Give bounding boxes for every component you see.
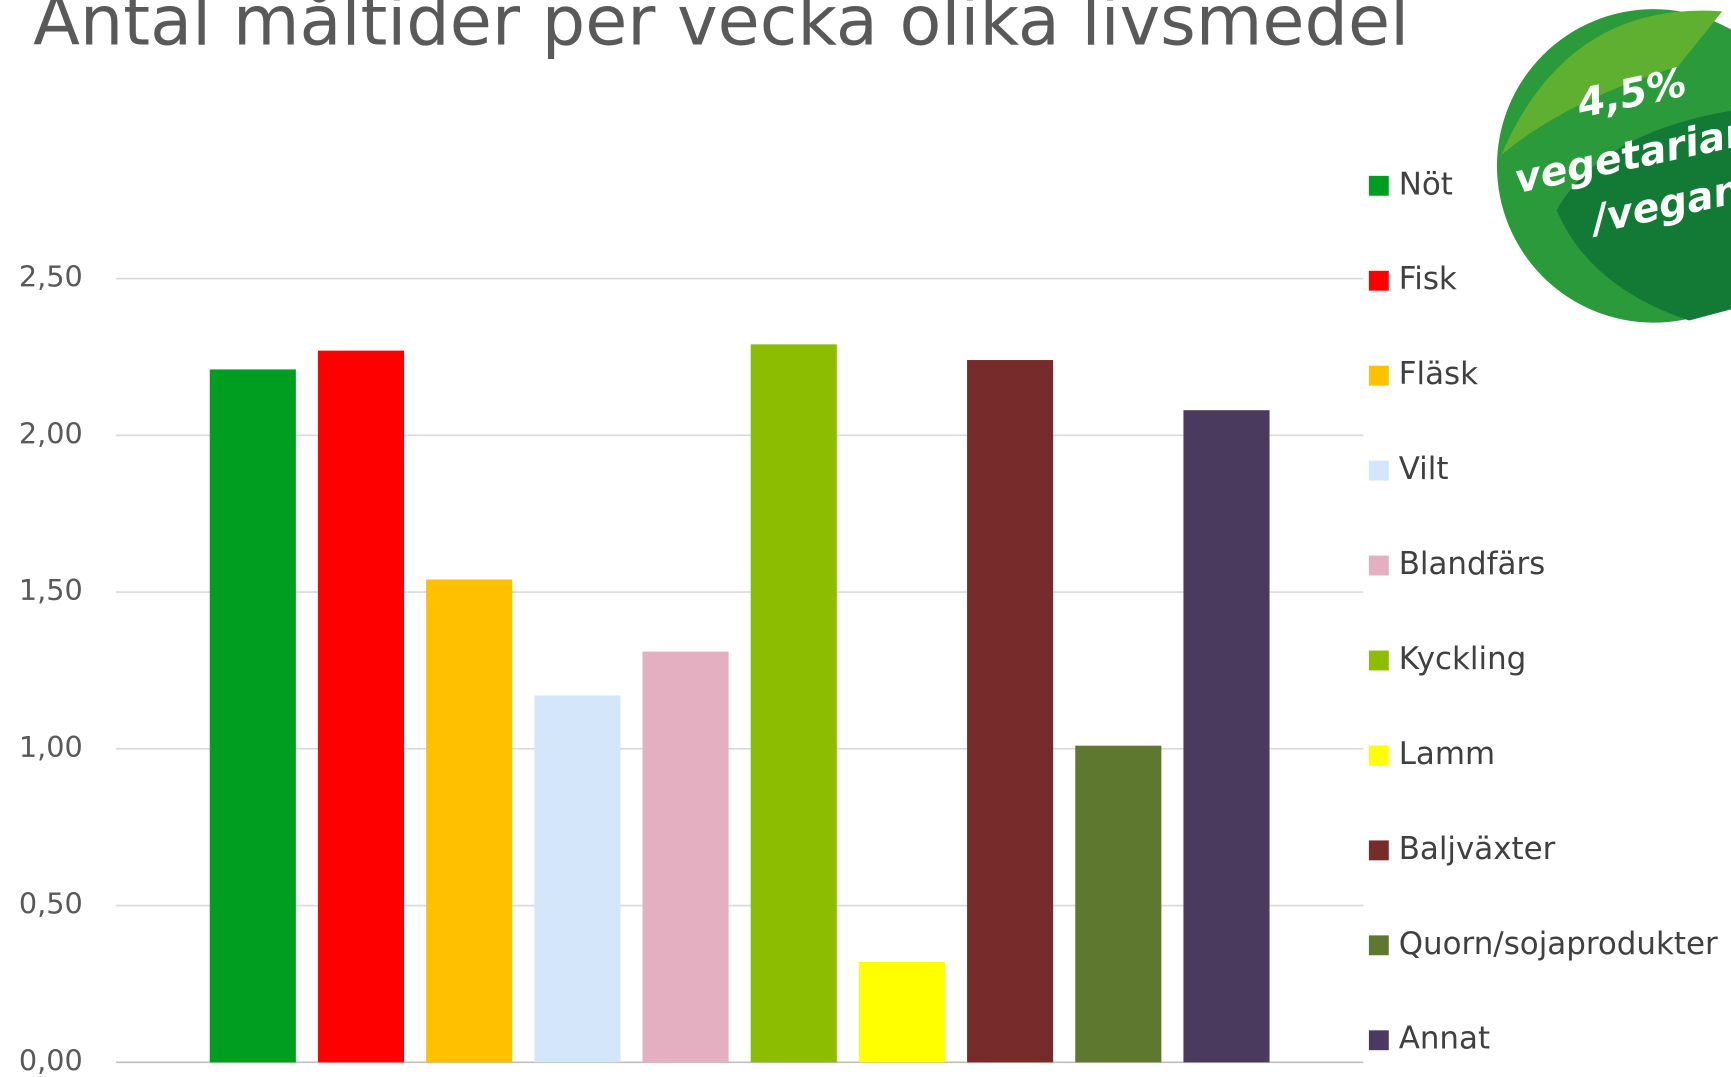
y-tick-label: 1,50: [19, 573, 83, 607]
legend-swatch: [1368, 555, 1389, 576]
bar: [642, 651, 729, 1063]
legend-swatch: [1368, 365, 1389, 386]
legend-swatch: [1368, 840, 1389, 861]
legend-label: Nöt: [1399, 166, 1453, 202]
legend-label: Lamm: [1399, 736, 1495, 772]
legend-label: Fisk: [1399, 261, 1457, 297]
legend-label: Annat: [1399, 1021, 1490, 1057]
bar: [967, 360, 1054, 1063]
bar: [426, 579, 513, 1063]
legend-label: Blandfärs: [1399, 546, 1546, 582]
y-tick-label: 0,50: [19, 887, 83, 921]
legend-swatch: [1368, 270, 1389, 291]
legend-swatch: [1368, 1030, 1389, 1051]
legend-swatch: [1368, 650, 1389, 671]
y-tick-label: 0,00: [19, 1043, 83, 1077]
chart-title: Antal måltider per vecka olika livsmedel: [33, 0, 1409, 61]
badge-shade: [1556, 110, 1731, 321]
legend-swatch: [1368, 460, 1389, 481]
y-tick-label: 2,00: [19, 416, 83, 450]
badge: [1497, 9, 1731, 323]
bar: [1075, 745, 1162, 1063]
bar: [209, 369, 296, 1063]
legend-label: Vilt: [1399, 451, 1449, 487]
bar: [1183, 410, 1270, 1063]
legend-swatch: [1368, 745, 1389, 766]
legend-swatch: [1368, 935, 1389, 956]
bar: [534, 695, 621, 1063]
legend-label: Quorn/sojaprodukter: [1399, 926, 1718, 962]
bar: [750, 344, 837, 1063]
legend-label: Kyckling: [1399, 641, 1527, 677]
y-tick-label: 1,00: [19, 730, 83, 764]
legend-label: Fläsk: [1399, 356, 1478, 392]
badge-shade: [1501, 10, 1723, 155]
bar: [858, 961, 945, 1063]
legend-swatch: [1368, 175, 1389, 196]
y-tick-label: 2,50: [19, 260, 83, 294]
legend-label: Baljväxter: [1399, 831, 1556, 867]
bar: [317, 350, 405, 1063]
